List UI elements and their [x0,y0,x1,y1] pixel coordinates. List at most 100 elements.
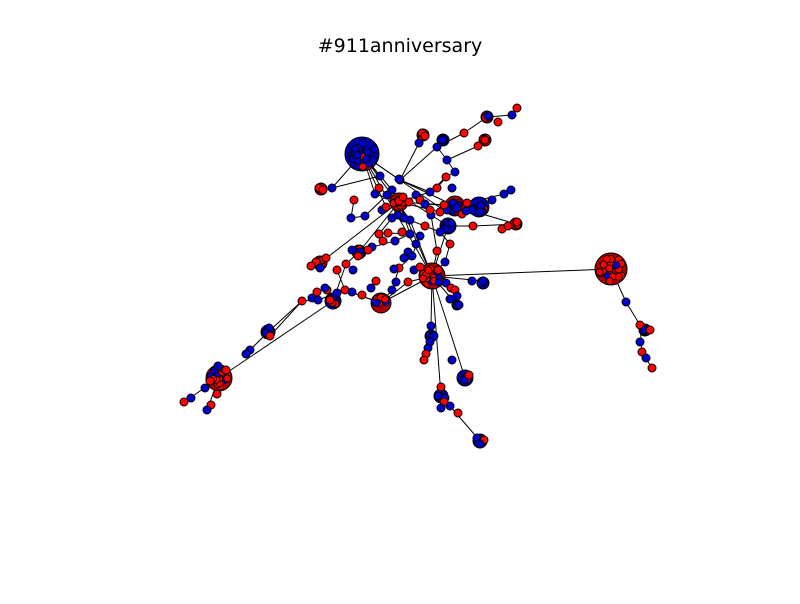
node [612,261,621,270]
edge [331,175,381,189]
node [394,174,404,184]
node [363,148,372,157]
node [372,299,381,307]
node [433,265,443,275]
node [420,199,430,209]
node [405,229,415,239]
node [462,198,472,208]
node [438,135,448,145]
node [426,321,436,331]
node-cluster [205,364,233,392]
node [512,217,522,227]
node [447,355,457,365]
node [411,239,421,249]
node [348,265,358,275]
node [415,231,425,241]
node [478,276,488,286]
node [436,382,446,392]
node [459,128,469,138]
node [635,337,645,347]
node [321,253,331,263]
nodes-layer [179,103,657,449]
node [605,264,614,273]
node [475,207,485,217]
edge [358,201,400,253]
node [467,276,477,286]
node [398,192,408,202]
node [483,111,493,121]
node [346,213,356,223]
node [425,187,435,197]
node [454,300,464,310]
node [605,277,614,286]
edge [267,300,303,333]
edge [399,142,420,181]
node [468,221,478,231]
node [599,260,608,269]
edge [269,300,303,337]
node [221,365,231,375]
node [441,172,451,182]
node [507,110,517,120]
node [442,155,452,165]
node [404,197,414,207]
node [349,195,359,205]
node [381,202,391,212]
node [354,151,363,160]
node [645,325,655,335]
node [205,376,215,386]
node [452,203,462,213]
node [475,439,485,449]
node [399,253,409,263]
node [432,183,442,193]
node [358,139,367,148]
node [325,295,335,305]
node [390,236,400,246]
edge [399,146,438,181]
node [440,257,450,267]
node [641,353,651,363]
node [424,266,433,275]
node [493,117,503,127]
edge [431,275,466,379]
node [595,268,604,277]
node [320,283,330,293]
node [473,141,483,151]
node [391,277,401,287]
node [383,228,393,238]
node [374,229,384,239]
edge [446,145,479,161]
node [445,239,455,249]
node [186,393,196,403]
node [265,331,275,341]
node [447,219,456,228]
node [499,189,509,199]
node [419,274,427,283]
node [366,283,376,293]
graph-title: #911anniversary [317,35,483,57]
node [503,221,513,231]
node [621,297,631,307]
node [432,246,442,256]
node [351,144,360,153]
node [420,221,430,231]
node [387,285,397,295]
node [445,294,455,304]
node [399,213,409,223]
node [179,397,189,407]
node [403,277,413,287]
node [313,295,323,305]
node [614,272,623,281]
node [375,171,385,181]
edge [431,268,612,277]
node [420,131,430,141]
node [450,167,460,177]
node [306,261,316,271]
node [435,227,445,237]
node [360,211,370,221]
node [382,190,392,200]
node [327,183,337,193]
node [647,363,657,373]
